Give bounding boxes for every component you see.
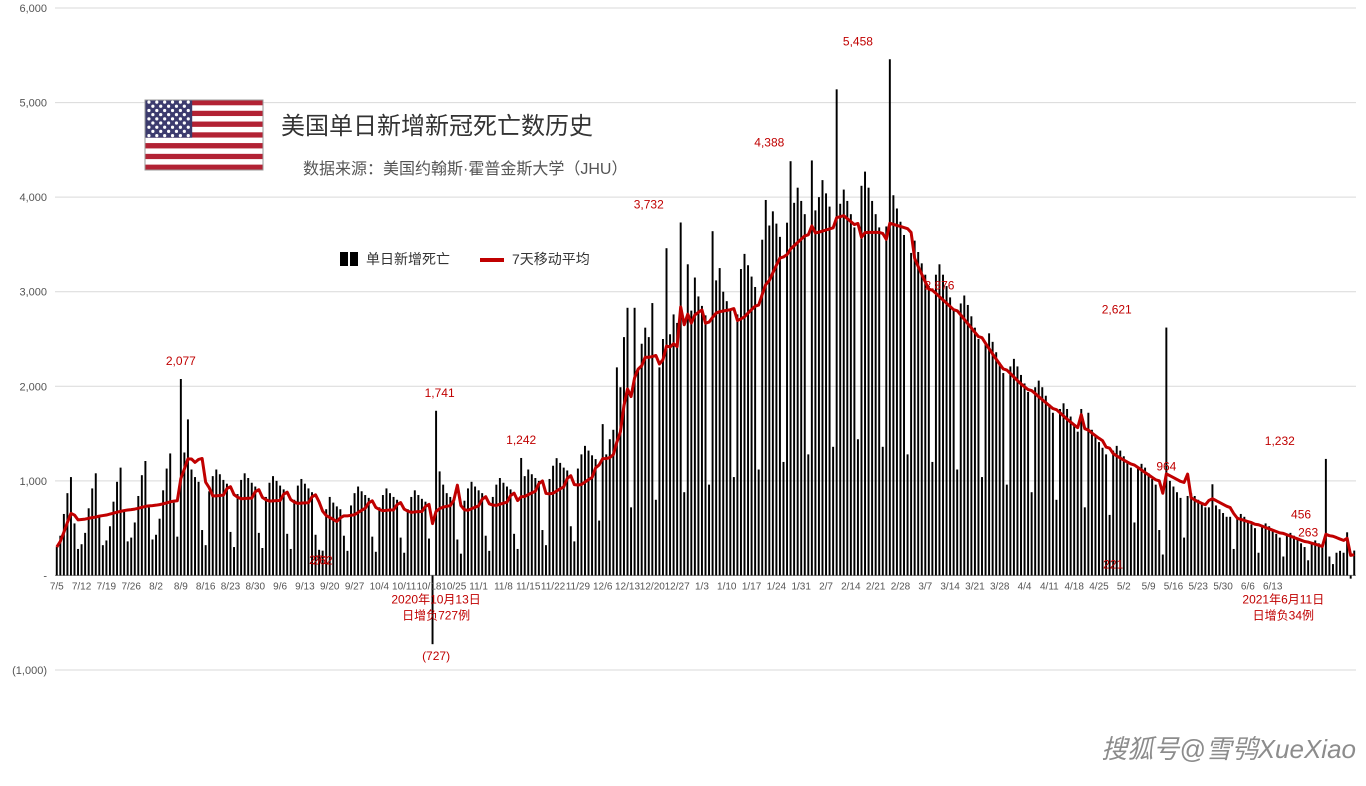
svg-text:11/15: 11/15: [516, 581, 541, 592]
svg-text:1/17: 1/17: [742, 581, 762, 592]
svg-text:4/11: 4/11: [1040, 581, 1059, 592]
svg-text:12/13: 12/13: [615, 581, 640, 592]
svg-text:7/19: 7/19: [97, 581, 117, 592]
svg-text:3/14: 3/14: [940, 581, 960, 592]
svg-text:7/12: 7/12: [72, 581, 92, 592]
svg-text:2/28: 2/28: [891, 581, 911, 592]
svg-text:263: 263: [1298, 526, 1318, 540]
svg-text:4/25: 4/25: [1089, 581, 1109, 592]
svg-text:5/9: 5/9: [1142, 581, 1156, 592]
svg-text:2021年6月11日: 2021年6月11日: [1242, 592, 1324, 606]
svg-text:964: 964: [1156, 459, 1176, 473]
svg-text:6,000: 6,000: [19, 3, 47, 15]
svg-text:5/30: 5/30: [1213, 581, 1233, 592]
svg-text:5/2: 5/2: [1117, 581, 1131, 592]
svg-text:10/25: 10/25: [441, 581, 466, 592]
svg-text:262: 262: [313, 554, 333, 568]
deaths-chart: (1,000) - 1,000 2,000 3,000 4,000 5,000 6,000 7/…: [0, 0, 1366, 786]
svg-text:9/6: 9/6: [273, 581, 287, 592]
svg-text:单日新增死亡: 单日新增死亡: [366, 251, 450, 267]
svg-text:11/29: 11/29: [566, 581, 591, 592]
svg-text:6/13: 6/13: [1263, 581, 1283, 592]
svg-text:2,000: 2,000: [19, 381, 47, 393]
us-flag-icon: [145, 100, 263, 170]
svg-text:2,621: 2,621: [1102, 303, 1132, 317]
svg-text:美国单日新增新冠死亡数历史: 美国单日新增新冠死亡数历史: [281, 113, 593, 140]
svg-text:2,876: 2,876: [924, 278, 954, 292]
svg-text:1,741: 1,741: [425, 386, 455, 400]
svg-text:日增负727例: 日增负727例: [402, 608, 470, 622]
svg-text:3,000: 3,000: [19, 287, 47, 299]
svg-text:(1,000): (1,000): [12, 665, 47, 677]
svg-text:4/4: 4/4: [1018, 581, 1032, 592]
svg-text:2,077: 2,077: [166, 354, 196, 368]
svg-text:(727): (727): [422, 649, 450, 663]
svg-text:1,232: 1,232: [1265, 434, 1295, 448]
svg-text:9/20: 9/20: [320, 581, 340, 592]
svg-text:8/9: 8/9: [174, 581, 188, 592]
svg-text:5/23: 5/23: [1189, 581, 1209, 592]
svg-text:10/18: 10/18: [416, 581, 441, 592]
svg-text:3/7: 3/7: [918, 581, 932, 592]
svg-text:9/13: 9/13: [295, 581, 315, 592]
svg-text:11/1: 11/1: [469, 581, 488, 592]
svg-text:12/20: 12/20: [640, 581, 665, 592]
svg-text:7天移动平均: 7天移动平均: [512, 251, 590, 267]
svg-text:6/6: 6/6: [1241, 581, 1255, 592]
svg-text:2/7: 2/7: [819, 581, 833, 592]
svg-text:1,242: 1,242: [506, 433, 536, 447]
svg-text:12/6: 12/6: [593, 581, 613, 592]
svg-text:1,000: 1,000: [19, 476, 47, 488]
svg-text:1/24: 1/24: [767, 581, 787, 592]
svg-text:4,000: 4,000: [19, 192, 47, 204]
svg-text:2020年10月13日: 2020年10月13日: [391, 592, 480, 606]
svg-text:5/16: 5/16: [1164, 581, 1184, 592]
svg-text:5,458: 5,458: [843, 34, 873, 48]
svg-text:11/8: 11/8: [494, 581, 513, 592]
svg-text:3/21: 3/21: [965, 581, 985, 592]
svg-text:1/10: 1/10: [717, 581, 737, 592]
svg-text:2/21: 2/21: [866, 581, 886, 592]
svg-text:8/16: 8/16: [196, 581, 216, 592]
svg-text:数据来源：美国约翰斯·霍普金斯大学（JHU）: 数据来源：美国约翰斯·霍普金斯大学（JHU）: [303, 160, 627, 178]
svg-text:456: 456: [1291, 507, 1311, 521]
svg-text:3/28: 3/28: [990, 581, 1010, 592]
svg-text:10/4: 10/4: [370, 581, 390, 592]
svg-text:10/11: 10/11: [392, 581, 417, 592]
svg-text:1/3: 1/3: [695, 581, 709, 592]
svg-text:7/5: 7/5: [50, 581, 64, 592]
svg-text:221: 221: [1103, 558, 1123, 572]
svg-text:8/30: 8/30: [246, 581, 266, 592]
svg-text:2/14: 2/14: [841, 581, 861, 592]
svg-text:日增负34例: 日增负34例: [1253, 608, 1314, 622]
svg-text:3,732: 3,732: [634, 197, 664, 211]
svg-text:-: -: [43, 570, 47, 582]
svg-text:9/27: 9/27: [345, 581, 365, 592]
svg-text:4,388: 4,388: [754, 135, 784, 149]
svg-text:1/31: 1/31: [791, 581, 811, 592]
svg-text:11/22: 11/22: [541, 581, 566, 592]
svg-text:8/2: 8/2: [149, 581, 163, 592]
svg-text:12/27: 12/27: [665, 581, 690, 592]
svg-text:7/26: 7/26: [121, 581, 141, 592]
svg-text:8/23: 8/23: [221, 581, 241, 592]
svg-text:5,000: 5,000: [19, 98, 47, 110]
svg-text:4/18: 4/18: [1064, 581, 1084, 592]
